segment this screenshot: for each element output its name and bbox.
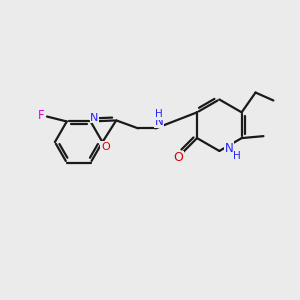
Text: H: H	[155, 110, 163, 119]
Text: O: O	[173, 152, 183, 164]
Text: N: N	[154, 115, 163, 128]
Text: N: N	[90, 112, 99, 122]
Text: N: N	[225, 142, 234, 154]
Text: H: H	[233, 151, 241, 161]
Text: F: F	[38, 109, 44, 122]
Text: O: O	[101, 142, 110, 152]
